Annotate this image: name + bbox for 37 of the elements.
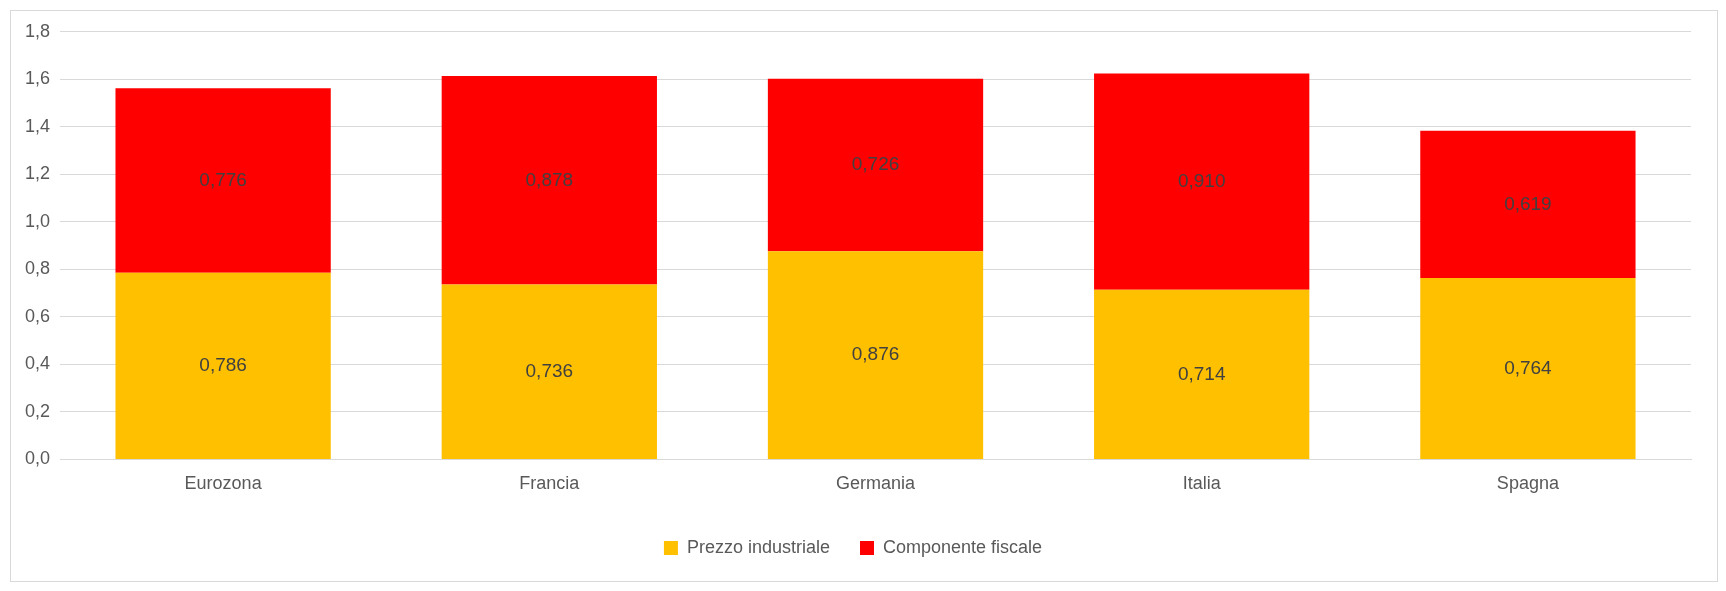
bar (441, 75, 657, 285)
data-label: 0,876 (851, 343, 900, 365)
y-tick-label: 1,0 (24, 210, 51, 231)
y-tick-label: 1,8 (24, 20, 51, 41)
y-tick-label: 1,6 (24, 68, 51, 89)
y-tick-label: 0,6 (24, 305, 51, 326)
bar (1420, 277, 1636, 459)
y-tick-label: 1,4 (24, 115, 51, 136)
x-tick-label: Francia (519, 473, 581, 494)
data-label: 0,764 (1504, 356, 1553, 378)
bar (767, 251, 984, 459)
y-tick-label: 1,2 (24, 163, 51, 184)
data-label: 0,714 (1177, 362, 1226, 384)
data-label: 0,776 (199, 168, 247, 190)
bar (1094, 289, 1310, 459)
x-tick-label: Eurozona (184, 473, 263, 494)
bar (115, 272, 331, 459)
y-tick-label: 0,2 (24, 400, 51, 421)
bar (767, 78, 984, 252)
data-label: 0,736 (525, 359, 574, 381)
bar (115, 88, 331, 273)
x-tick-label: Germania (836, 473, 917, 494)
x-tick-label: Italia (1182, 473, 1222, 494)
legend-label: Componente fiscale (882, 536, 1043, 557)
data-label: 0,619 (1504, 192, 1552, 214)
y-tick-label: 0,0 (24, 448, 51, 469)
y-tick-label: 0,8 (24, 258, 51, 279)
data-label: 0,726 (851, 153, 900, 175)
y-tick-label: 0,4 (24, 353, 51, 374)
x-tick-label: Spagna (1496, 473, 1560, 494)
data-label: 0,910 (1177, 169, 1226, 191)
bar (1420, 130, 1636, 278)
bar (1094, 73, 1310, 290)
legend-label: Prezzo industriale (686, 536, 830, 557)
data-label: 0,786 (199, 354, 247, 376)
data-label: 0,878 (525, 168, 574, 190)
bar (441, 284, 657, 459)
